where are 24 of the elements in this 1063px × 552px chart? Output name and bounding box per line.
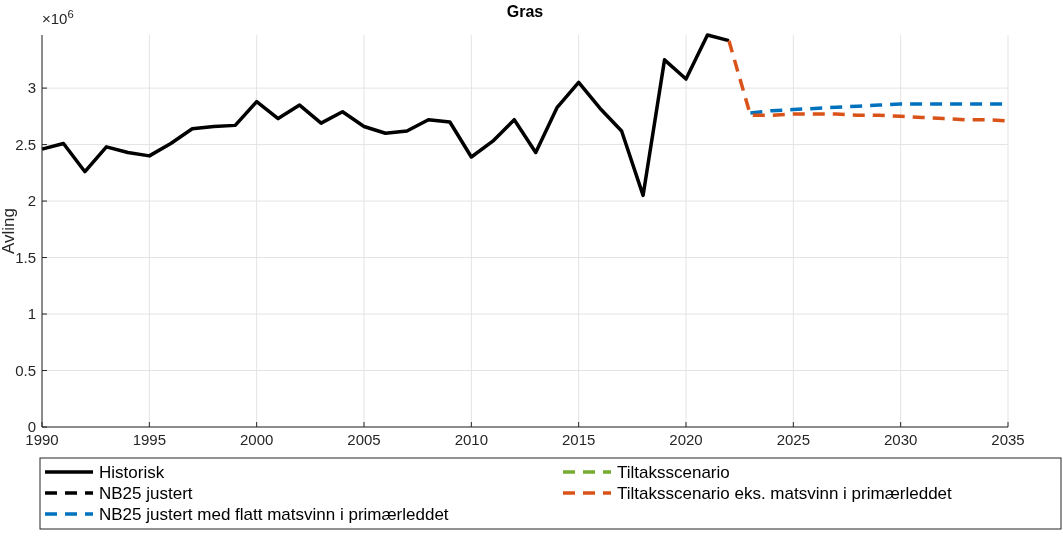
text: ×10$^{6}$	[42, 8, 74, 27]
x-tick-label: 1995	[132, 431, 167, 448]
y-tick-label: 1.5	[15, 248, 36, 266]
y-tick-label: 2.5	[15, 135, 36, 153]
x-tick-label: 2010	[454, 431, 489, 448]
legend-label: Tiltaksscenario	[617, 463, 730, 482]
x-tick-label: 2025	[776, 431, 811, 448]
legend-label: NB25 justert med flatt matsvinn i primærleddet	[99, 505, 449, 524]
y-tick-label: 0.5	[15, 361, 36, 379]
x-tick-label: 2005	[347, 431, 381, 448]
y-tick-label: 3	[27, 79, 36, 97]
x-tick-label: 2015	[561, 431, 596, 448]
x-tick-label: 2035	[991, 431, 1025, 448]
x-tick-label: 2020	[669, 431, 703, 448]
line-series	[40, 33, 731, 198]
y-tick-label: 1	[27, 305, 36, 323]
legend-label: Historisk	[99, 463, 165, 482]
y-tick-label: 2	[27, 192, 36, 210]
legend-label: NB25 justert	[99, 484, 193, 503]
legend-label: Tiltaksscenario eks. matsvinn i primærleddet	[617, 484, 953, 503]
chart-title: Gras	[506, 3, 544, 20]
x-tick-label: 2000	[239, 431, 274, 448]
y-axis-title: Avling	[0, 208, 18, 254]
x-tick-label: 2030	[883, 431, 918, 448]
